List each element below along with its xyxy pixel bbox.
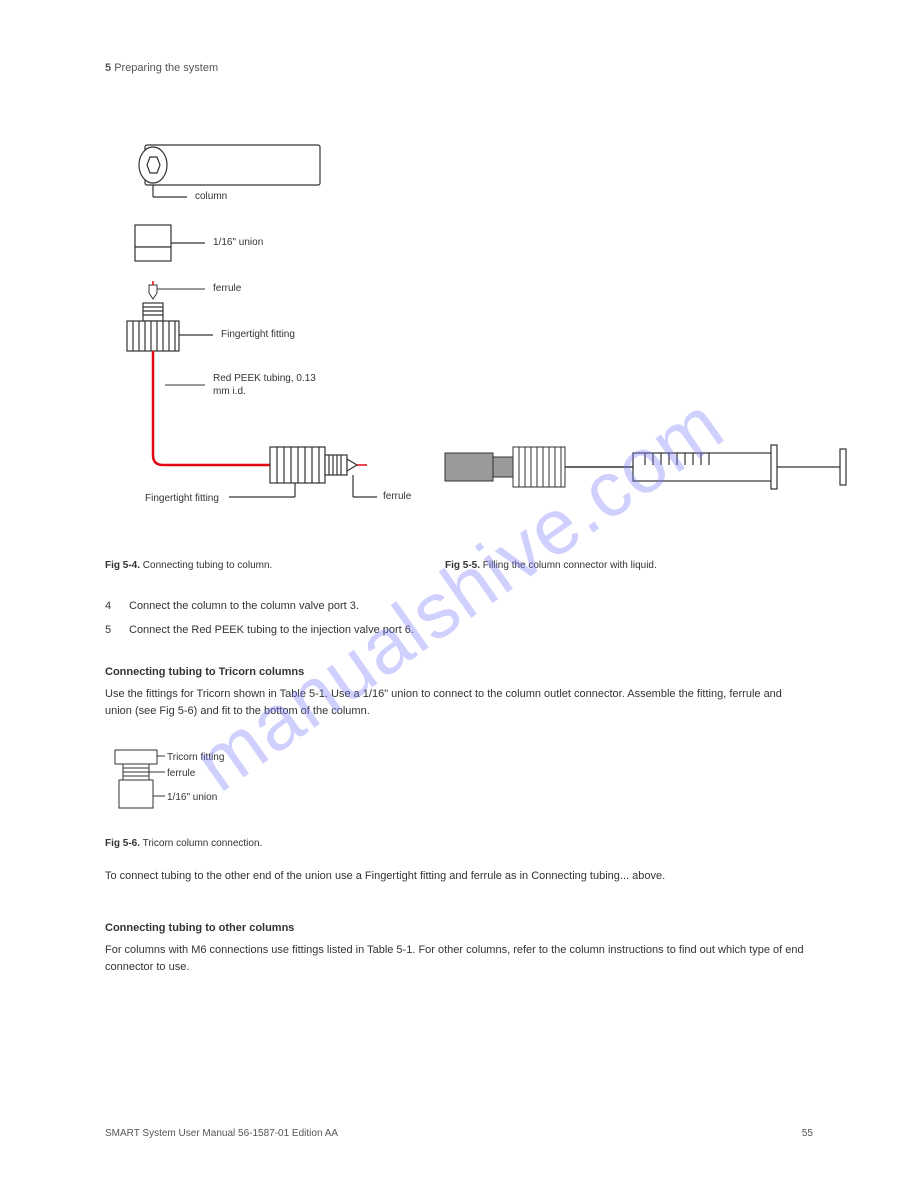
- caption-fig-c-text: Tricorn column connection.: [140, 838, 262, 849]
- tricorn-p1: Use the fittings for Tricorn shown in Ta…: [105, 686, 805, 720]
- svg-text:1/16" union: 1/16" union: [167, 792, 217, 803]
- fitting-top-shape: [127, 303, 213, 351]
- svg-text:Tricorn fitting: Tricorn fitting: [167, 752, 224, 763]
- diagram-syringe: [445, 425, 855, 545]
- caption-fig-b-bold: Fig 5-5.: [445, 560, 480, 571]
- red-tubing: [153, 351, 270, 465]
- diagram-area: column 1/16" union ferrule Fingertight f…: [105, 135, 825, 555]
- caption-fig-c: Fig 5-6. Tricorn column connection.: [105, 838, 262, 849]
- step-4-num: 4: [105, 598, 129, 615]
- label-union: 1/16" union: [213, 237, 263, 250]
- heading-tricorn: Connecting tubing to Tricorn columns: [105, 664, 304, 681]
- step-5: 5Connect the Red PEEK tubing to the inje…: [105, 622, 414, 639]
- footer-right: 55: [802, 1128, 813, 1139]
- diagram-column-assembly: [105, 135, 425, 555]
- heading-other: Connecting tubing to other columns: [105, 920, 294, 937]
- ferrule-top-shape: [149, 281, 205, 299]
- column-shape: [139, 145, 320, 197]
- label-ferrule-bottom: ferrule: [383, 491, 411, 504]
- label-column: column: [195, 191, 227, 204]
- fitting-bottom-shape: [229, 447, 377, 497]
- union-shape: [135, 225, 205, 261]
- label-fitting-top: Fingertight fitting: [221, 329, 295, 342]
- footer-left: SMART System User Manual 56-1587-01 Edit…: [105, 1128, 338, 1139]
- other-p1: For columns with M6 connections use fitt…: [105, 942, 805, 976]
- page-header: 5 Preparing the system: [105, 62, 218, 74]
- caption-fig-b: Fig 5-5. Filling the column connector wi…: [445, 560, 657, 571]
- header-chapter: 5: [105, 62, 114, 74]
- svg-text:ferrule: ferrule: [167, 768, 196, 779]
- caption-fig-a-bold: Fig 5-4.: [105, 560, 140, 571]
- step-4: 4Connect the column to the column valve …: [105, 598, 359, 615]
- caption-fig-b-text: Filling the column connector with liquid…: [480, 560, 657, 571]
- step-5-text: Connect the Red PEEK tubing to the injec…: [129, 624, 414, 636]
- step-5-num: 5: [105, 622, 129, 639]
- tricorn-p2: To connect tubing to the other end of th…: [105, 868, 805, 885]
- label-fitting-bottom: Fingertight fitting: [145, 493, 219, 506]
- diagram-tricorn: Tricorn fitting ferrule 1/16" union: [105, 742, 305, 832]
- label-ferrule-top: ferrule: [213, 283, 241, 296]
- caption-fig-a: Fig 5-4. Connecting tubing to column.: [105, 560, 272, 571]
- caption-fig-a-text: Connecting tubing to column.: [140, 560, 272, 571]
- header-title: Preparing the system: [114, 62, 218, 74]
- caption-fig-c-bold: Fig 5-6.: [105, 838, 140, 849]
- label-tubing: Red PEEK tubing, 0.13 mm i.d.: [213, 373, 333, 398]
- step-4-text: Connect the column to the column valve p…: [129, 600, 359, 612]
